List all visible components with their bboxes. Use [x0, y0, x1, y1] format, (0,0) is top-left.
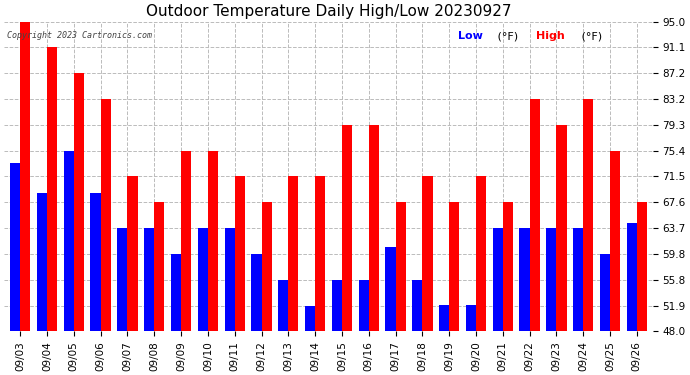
Bar — [503, 202, 513, 331]
Text: Copyright 2023 Cartronics.com: Copyright 2023 Cartronics.com — [8, 31, 152, 40]
Bar — [47, 47, 57, 331]
Bar — [305, 306, 315, 331]
Bar — [637, 202, 647, 331]
Bar — [529, 99, 540, 331]
Bar — [395, 202, 406, 331]
Bar — [412, 280, 422, 331]
Bar — [251, 254, 262, 331]
Bar — [493, 228, 503, 331]
Bar — [610, 151, 620, 331]
Bar — [262, 202, 272, 331]
Bar — [332, 280, 342, 331]
Bar — [288, 177, 299, 331]
Bar — [117, 228, 128, 331]
Bar — [627, 223, 637, 331]
Text: High: High — [536, 31, 565, 41]
Bar — [385, 247, 395, 331]
Bar — [37, 193, 47, 331]
Bar — [439, 305, 449, 331]
Text: (°F): (°F) — [578, 31, 602, 41]
Bar — [359, 280, 368, 331]
Bar — [600, 254, 610, 331]
Bar — [20, 22, 30, 331]
Bar — [573, 228, 583, 331]
Bar — [466, 305, 476, 331]
Bar — [368, 125, 379, 331]
Bar — [235, 177, 245, 331]
Bar — [449, 202, 460, 331]
Bar — [556, 125, 566, 331]
Bar — [90, 193, 101, 331]
Bar — [546, 228, 556, 331]
Bar — [422, 177, 433, 331]
Bar — [224, 228, 235, 331]
Bar — [208, 151, 218, 331]
Bar — [171, 254, 181, 331]
Bar — [10, 163, 20, 331]
Bar — [315, 177, 325, 331]
Bar — [520, 228, 529, 331]
Bar — [198, 228, 208, 331]
Bar — [583, 99, 593, 331]
Bar — [155, 202, 164, 331]
Bar — [101, 99, 111, 331]
Bar — [342, 125, 352, 331]
Bar — [144, 228, 155, 331]
Bar — [278, 280, 288, 331]
Bar — [74, 73, 84, 331]
Bar — [128, 177, 138, 331]
Bar — [63, 151, 74, 331]
Bar — [181, 151, 191, 331]
Text: (°F): (°F) — [494, 31, 518, 41]
Title: Outdoor Temperature Daily High/Low 20230927: Outdoor Temperature Daily High/Low 20230… — [146, 4, 511, 19]
Text: Low: Low — [458, 31, 483, 41]
Bar — [476, 177, 486, 331]
